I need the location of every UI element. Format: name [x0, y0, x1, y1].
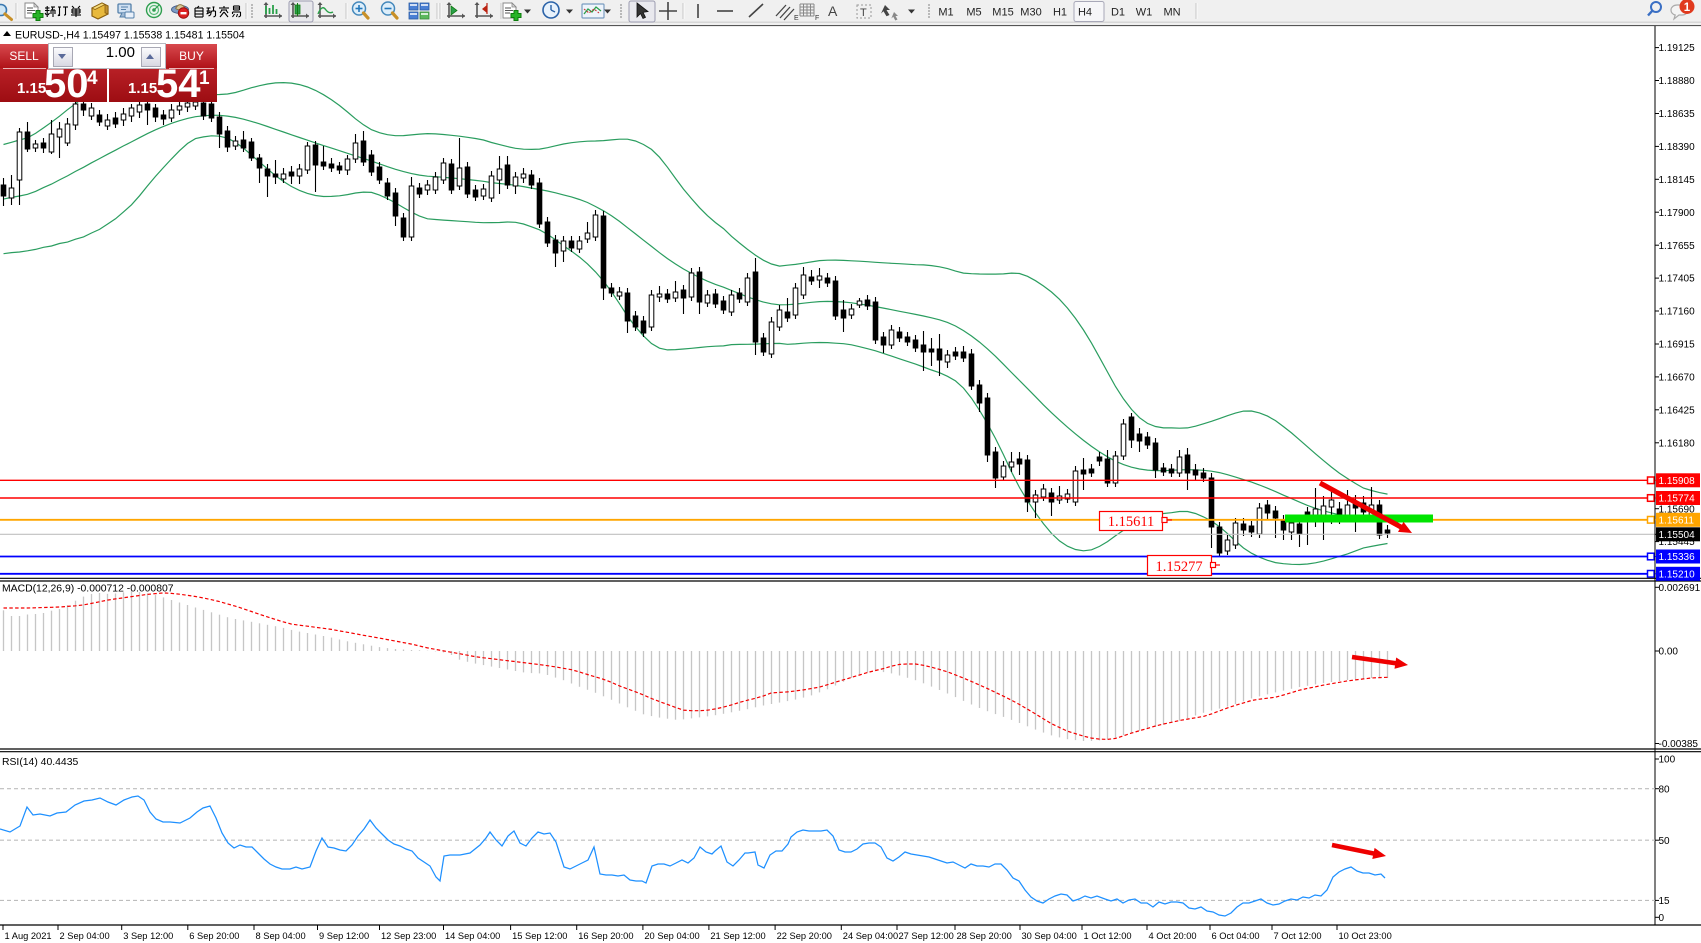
svg-text:H1: H1	[1053, 7, 1067, 19]
svg-text:D1: D1	[1111, 7, 1125, 19]
svg-text:1.17900: 1.17900	[1659, 208, 1696, 219]
svg-text:0: 0	[1659, 913, 1665, 924]
svg-text:28 Sep 20:00: 28 Sep 20:00	[957, 931, 1012, 941]
svg-text:100: 100	[1659, 755, 1676, 766]
svg-text:1 Oct 12:00: 1 Oct 12:00	[1084, 931, 1132, 941]
svg-text:20 Sep 04:00: 20 Sep 04:00	[644, 931, 699, 941]
svg-text:1: 1	[1684, 2, 1691, 14]
svg-text:1.15504: 1.15504	[1659, 530, 1696, 541]
svg-text:MN: MN	[1163, 7, 1180, 19]
svg-text:0.00: 0.00	[1659, 647, 1679, 658]
svg-text:4 Oct 20:00: 4 Oct 20:00	[1149, 931, 1197, 941]
svg-text:1.16670: 1.16670	[1659, 373, 1696, 384]
svg-text:50: 50	[1659, 836, 1671, 847]
svg-text:1.15277: 1.15277	[1155, 559, 1202, 575]
svg-text:M1: M1	[938, 7, 953, 19]
svg-text:1.18145: 1.18145	[1659, 175, 1696, 186]
svg-text:1.16915: 1.16915	[1659, 340, 1696, 351]
svg-text:1.15908: 1.15908	[1659, 476, 1696, 487]
svg-text:80: 80	[1659, 784, 1671, 795]
svg-text:M30: M30	[1020, 7, 1041, 19]
svg-text:W1: W1	[1136, 7, 1153, 19]
svg-text:6 Oct 04:00: 6 Oct 04:00	[1212, 931, 1260, 941]
svg-text:MACD(12,26,9) -0.000712 -0.000: MACD(12,26,9) -0.000712 -0.000807	[2, 584, 174, 595]
svg-text:15 Sep 12:00: 15 Sep 12:00	[512, 931, 567, 941]
svg-text:1.18880: 1.18880	[1659, 76, 1696, 87]
svg-text:24 Sep 04:00: 24 Sep 04:00	[843, 931, 898, 941]
svg-text:1.16180: 1.16180	[1659, 438, 1696, 449]
svg-text:3 Sep 12:00: 3 Sep 12:00	[123, 931, 173, 941]
svg-text:1.15210: 1.15210	[1659, 569, 1696, 580]
svg-text:H4: H4	[1078, 7, 1092, 19]
svg-text:1.17655: 1.17655	[1659, 241, 1696, 252]
svg-text:2 Sep 04:00: 2 Sep 04:00	[60, 931, 110, 941]
svg-text:1.15336: 1.15336	[1659, 552, 1696, 563]
svg-text:21 Sep 12:00: 21 Sep 12:00	[710, 931, 765, 941]
svg-text:1.15774: 1.15774	[1659, 494, 1696, 505]
svg-text:0.002691: 0.002691	[1659, 583, 1701, 594]
svg-text:16 Sep 20:00: 16 Sep 20:00	[578, 931, 633, 941]
svg-text:1.17405: 1.17405	[1659, 274, 1696, 285]
svg-text:8 Sep 04:00: 8 Sep 04:00	[256, 931, 306, 941]
svg-text:A: A	[828, 3, 838, 19]
svg-text:-0.00385: -0.00385	[1659, 739, 1699, 750]
svg-text:RSI(14) 40.4435: RSI(14) 40.4435	[2, 757, 78, 768]
svg-text:E: E	[794, 15, 799, 22]
svg-text:M15: M15	[992, 7, 1013, 19]
svg-text:T: T	[860, 7, 867, 19]
svg-text:1.15611: 1.15611	[1659, 515, 1695, 526]
svg-text:1.15690: 1.15690	[1659, 504, 1696, 515]
svg-text:1.16425: 1.16425	[1659, 405, 1696, 416]
svg-text:22 Sep 20:00: 22 Sep 20:00	[777, 931, 832, 941]
svg-text:1.17160: 1.17160	[1659, 307, 1696, 318]
svg-text:EURUSD-,H4 1.15497 1.15538 1.: EURUSD-,H4 1.15497 1.15538 1.15481 1.155…	[15, 30, 245, 42]
svg-text:12 Sep 23:00: 12 Sep 23:00	[381, 931, 436, 941]
svg-text:M5: M5	[966, 7, 981, 19]
svg-text:1.19125: 1.19125	[1659, 43, 1696, 54]
svg-text:30 Sep 04:00: 30 Sep 04:00	[1022, 931, 1077, 941]
svg-text:1.18635: 1.18635	[1659, 109, 1696, 120]
svg-text:1.18390: 1.18390	[1659, 142, 1696, 153]
svg-text:1 Aug 2021: 1 Aug 2021	[5, 931, 52, 941]
svg-text:14 Sep 04:00: 14 Sep 04:00	[445, 931, 500, 941]
svg-text:10 Oct 23:00: 10 Oct 23:00	[1339, 931, 1392, 941]
svg-text:27 Sep 12:00: 27 Sep 12:00	[899, 931, 954, 941]
svg-text:1.15611: 1.15611	[1108, 514, 1155, 530]
svg-text:7 Oct 12:00: 7 Oct 12:00	[1274, 931, 1322, 941]
svg-text:9 Sep 12:00: 9 Sep 12:00	[319, 931, 369, 941]
svg-text:6 Sep 20:00: 6 Sep 20:00	[189, 931, 239, 941]
svg-text:F: F	[815, 15, 819, 22]
svg-text:15: 15	[1659, 896, 1671, 907]
svg-text:1.15445: 1.15445	[1659, 537, 1696, 548]
